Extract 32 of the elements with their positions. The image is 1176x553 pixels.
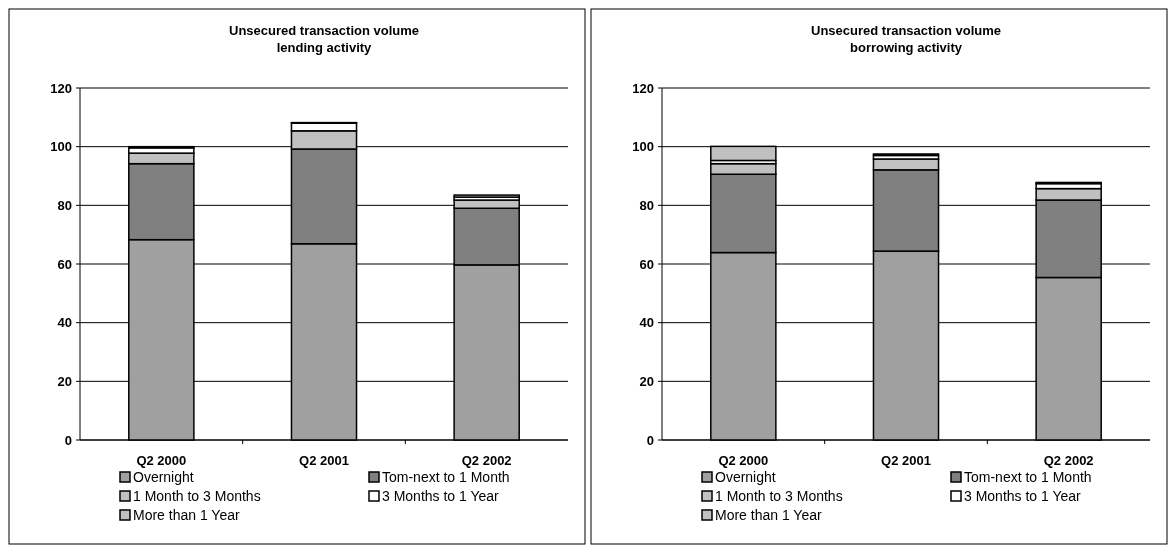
y-tick-label: 20 <box>57 373 72 389</box>
legend-label: 1 Month to 3 Months <box>715 488 843 504</box>
legend-label: 1 Month to 3 Months <box>133 488 261 504</box>
legend-label: Tom-next to 1 Month <box>382 469 510 485</box>
y-tick-label: 20 <box>639 373 654 389</box>
x-tick-label: Q2 2002 <box>1043 453 1094 468</box>
y-tick-label: 100 <box>50 139 72 155</box>
y-tick-label: 0 <box>646 432 654 448</box>
legend-label: 3 Months to 1 Year <box>382 488 500 504</box>
x-tick-label: Q2 2002 <box>461 453 512 468</box>
y-tick-label: 40 <box>57 315 72 331</box>
x-tick-label: Q2 2000 <box>136 453 187 468</box>
legend-label: Tom-next to 1 Month <box>964 469 1092 485</box>
y-tick-label: 60 <box>639 256 654 272</box>
legend-label: 3 Months to 1 Year <box>964 488 1082 504</box>
y-tick-label: 120 <box>50 80 72 96</box>
chart-title: Unsecured transaction volume borrowing activity <box>811 23 1001 55</box>
y-tick-label: 40 <box>639 315 654 331</box>
legend-label: Overnight <box>133 469 194 485</box>
chart-title: Unsecured transaction volume lending activity <box>229 23 419 55</box>
y-tick-label: 100 <box>632 139 654 155</box>
x-tick-label: Q2 2001 <box>299 453 349 468</box>
y-tick-label: 80 <box>57 197 72 213</box>
x-tick-label: Q2 2000 <box>718 453 769 468</box>
legend-label: Overnight <box>715 469 776 485</box>
legend-label: More than 1 Year <box>715 507 822 523</box>
y-tick-label: 80 <box>639 197 654 213</box>
x-tick-label: Q2 2001 <box>881 453 931 468</box>
y-tick-label: 0 <box>64 432 72 448</box>
legend-label: More than 1 Year <box>133 507 240 523</box>
y-tick-label: 60 <box>57 256 72 272</box>
y-tick-label: 120 <box>632 80 654 96</box>
